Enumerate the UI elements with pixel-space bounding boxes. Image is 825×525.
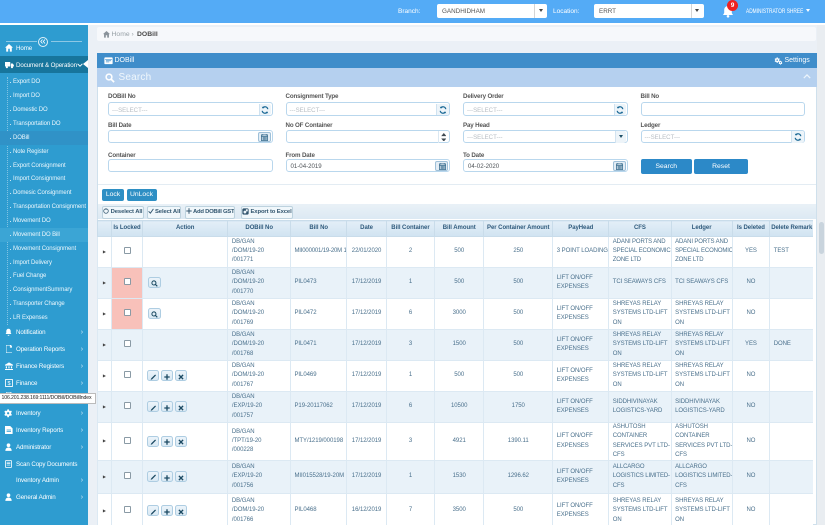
svg-text:$: $ — [7, 381, 11, 387]
